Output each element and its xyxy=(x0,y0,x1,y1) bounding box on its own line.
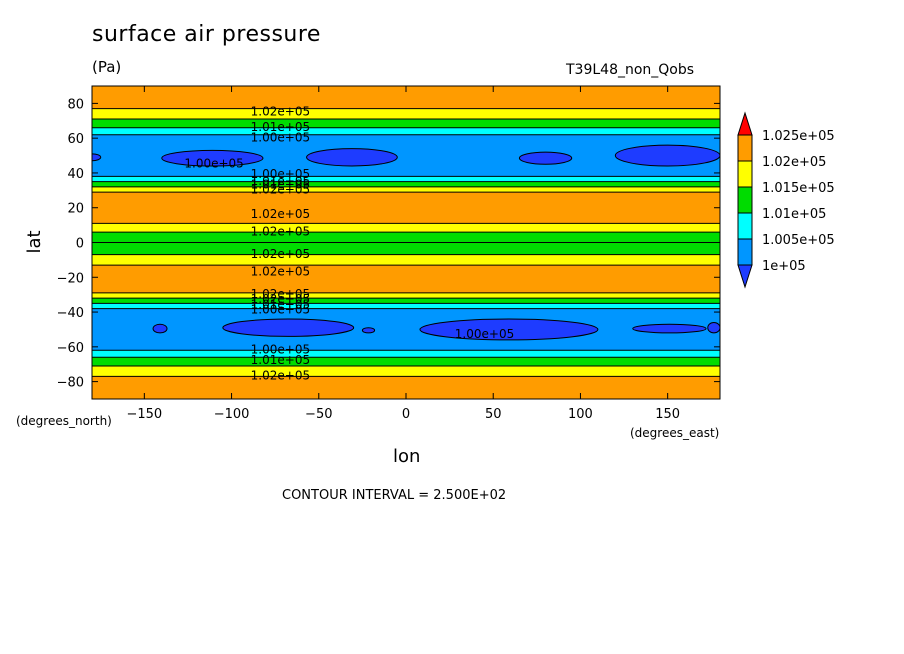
contour-label: 1.02e+05 xyxy=(251,264,310,278)
colorbar-segment xyxy=(737,212,753,240)
pressure-band xyxy=(92,303,720,309)
contour-label: 1.02e+05 xyxy=(251,224,310,238)
run-label: T39L48_non_Qobs xyxy=(566,62,695,78)
colorbar-label: 1.02e+05 xyxy=(762,155,826,170)
pressure-band xyxy=(92,192,720,224)
low-pressure-cell xyxy=(222,318,355,337)
x-tick-label: 50 xyxy=(485,407,502,422)
y-tick-label: −80 xyxy=(57,376,84,391)
colorbar-label: 1.005e+05 xyxy=(762,233,835,248)
plot-area: 1.02e+051.01e+051.00e+051.00e+051.00e+05… xyxy=(92,86,720,399)
contour-label: 1.00e+05 xyxy=(251,167,310,181)
pressure-band xyxy=(92,176,720,182)
pressure-band xyxy=(92,119,720,128)
x-tick-label: −150 xyxy=(126,407,162,422)
x-tick-label: 0 xyxy=(402,407,410,422)
colorbar-label: 1e+05 xyxy=(762,259,806,274)
pressure-band xyxy=(92,376,720,399)
x-tick-label: 100 xyxy=(568,407,593,422)
pressure-band xyxy=(92,265,720,293)
low-pressure-cell xyxy=(518,151,573,165)
low-pressure-cell xyxy=(161,149,264,167)
colorbar: 1.025e+05 1.02e+05 1.015e+05 1.01e+05 1.005e… xyxy=(737,111,835,289)
pressure-band xyxy=(92,86,720,109)
colorbar-segment xyxy=(737,160,753,188)
y-tick-label: −40 xyxy=(57,306,84,321)
colorbar-label: 1.025e+05 xyxy=(762,129,835,144)
colorbar-below-arrow xyxy=(737,264,753,289)
contour-label: 1.00e+05 xyxy=(251,303,310,317)
chart-title: surface air pressure xyxy=(92,22,321,47)
colorbar-above-arrow xyxy=(737,111,753,136)
pressure-band xyxy=(92,108,720,120)
contour-label: 1.01e+05 xyxy=(251,174,310,188)
contour-label: 1.01e+05 xyxy=(251,177,310,191)
pressure-band xyxy=(92,186,720,193)
colorbar-segment xyxy=(737,134,753,162)
x-tick-label: −50 xyxy=(305,407,332,422)
y-tick-label: 40 xyxy=(67,167,84,182)
colorbar-label: 1.015e+05 xyxy=(762,181,835,196)
contour-label: 1.02e+05 xyxy=(251,369,310,383)
y-tick-label: 20 xyxy=(67,202,84,217)
x-unit-label: (degrees_east) xyxy=(630,426,720,440)
pressure-band xyxy=(92,308,720,351)
contour-label: 1.00e+05 xyxy=(251,343,310,357)
low-pressure-cell xyxy=(361,327,376,334)
pressure-band xyxy=(92,365,720,377)
x-tick-label: 150 xyxy=(655,407,680,422)
pressure-band xyxy=(92,127,720,135)
pressure-band xyxy=(92,298,720,304)
pressure-band xyxy=(92,254,720,266)
contour-interval-text: CONTOUR INTERVAL = 2.500E+02 xyxy=(282,488,507,503)
y-axis-label: lat xyxy=(24,230,45,253)
low-pressure-cell xyxy=(707,321,720,334)
low-pressure-cell xyxy=(152,323,168,334)
pressure-band xyxy=(92,181,720,187)
units-label: (Pa) xyxy=(92,58,122,76)
low-pressure-cell xyxy=(614,144,720,167)
low-pressure-cell xyxy=(632,323,707,334)
axes: −150 −100 −50 0 50 100 150 −80 −60 −40 −20 0 20 40 60 8… xyxy=(24,85,721,422)
contour-label: 1.02e+05 xyxy=(251,292,310,306)
contour-label: 1.00e+05 xyxy=(251,130,310,144)
y-unit-label: (degrees_north) xyxy=(16,414,112,428)
low-pressure-cell xyxy=(306,148,398,167)
contour-label: 1.02e+05 xyxy=(251,207,310,221)
contour-label: 1.00e+05 xyxy=(184,157,243,171)
contour-label: 1.00e+05 xyxy=(455,327,514,341)
contour-label: 1.01e+05 xyxy=(251,297,310,311)
pressure-band xyxy=(92,292,720,299)
y-tick-label: −60 xyxy=(57,341,84,356)
pressure-band xyxy=(92,350,720,358)
y-tick-label: 0 xyxy=(76,237,84,252)
contour-label: 1.02e+05 xyxy=(251,183,310,197)
pressure-band xyxy=(92,357,720,366)
pressure-band xyxy=(92,223,720,233)
colorbar-label: 1.01e+05 xyxy=(762,207,826,222)
x-axis-label: lon xyxy=(393,446,421,467)
y-tick-label: 80 xyxy=(67,97,84,112)
contour-label: 1.01e+05 xyxy=(251,120,310,134)
low-pressure-cell xyxy=(419,318,599,341)
contour-label: 1.02e+05 xyxy=(251,287,310,301)
y-tick-label: 60 xyxy=(67,132,84,147)
x-tick-label: −100 xyxy=(214,407,250,422)
colorbar-segment xyxy=(737,238,753,266)
colorbar-segment xyxy=(737,186,753,214)
contour-label: 1.02e+05 xyxy=(251,247,310,261)
y-tick-label: −20 xyxy=(57,271,84,286)
contour-label: 1.02e+05 xyxy=(251,104,310,118)
contour-label: 1.01e+05 xyxy=(251,353,310,367)
